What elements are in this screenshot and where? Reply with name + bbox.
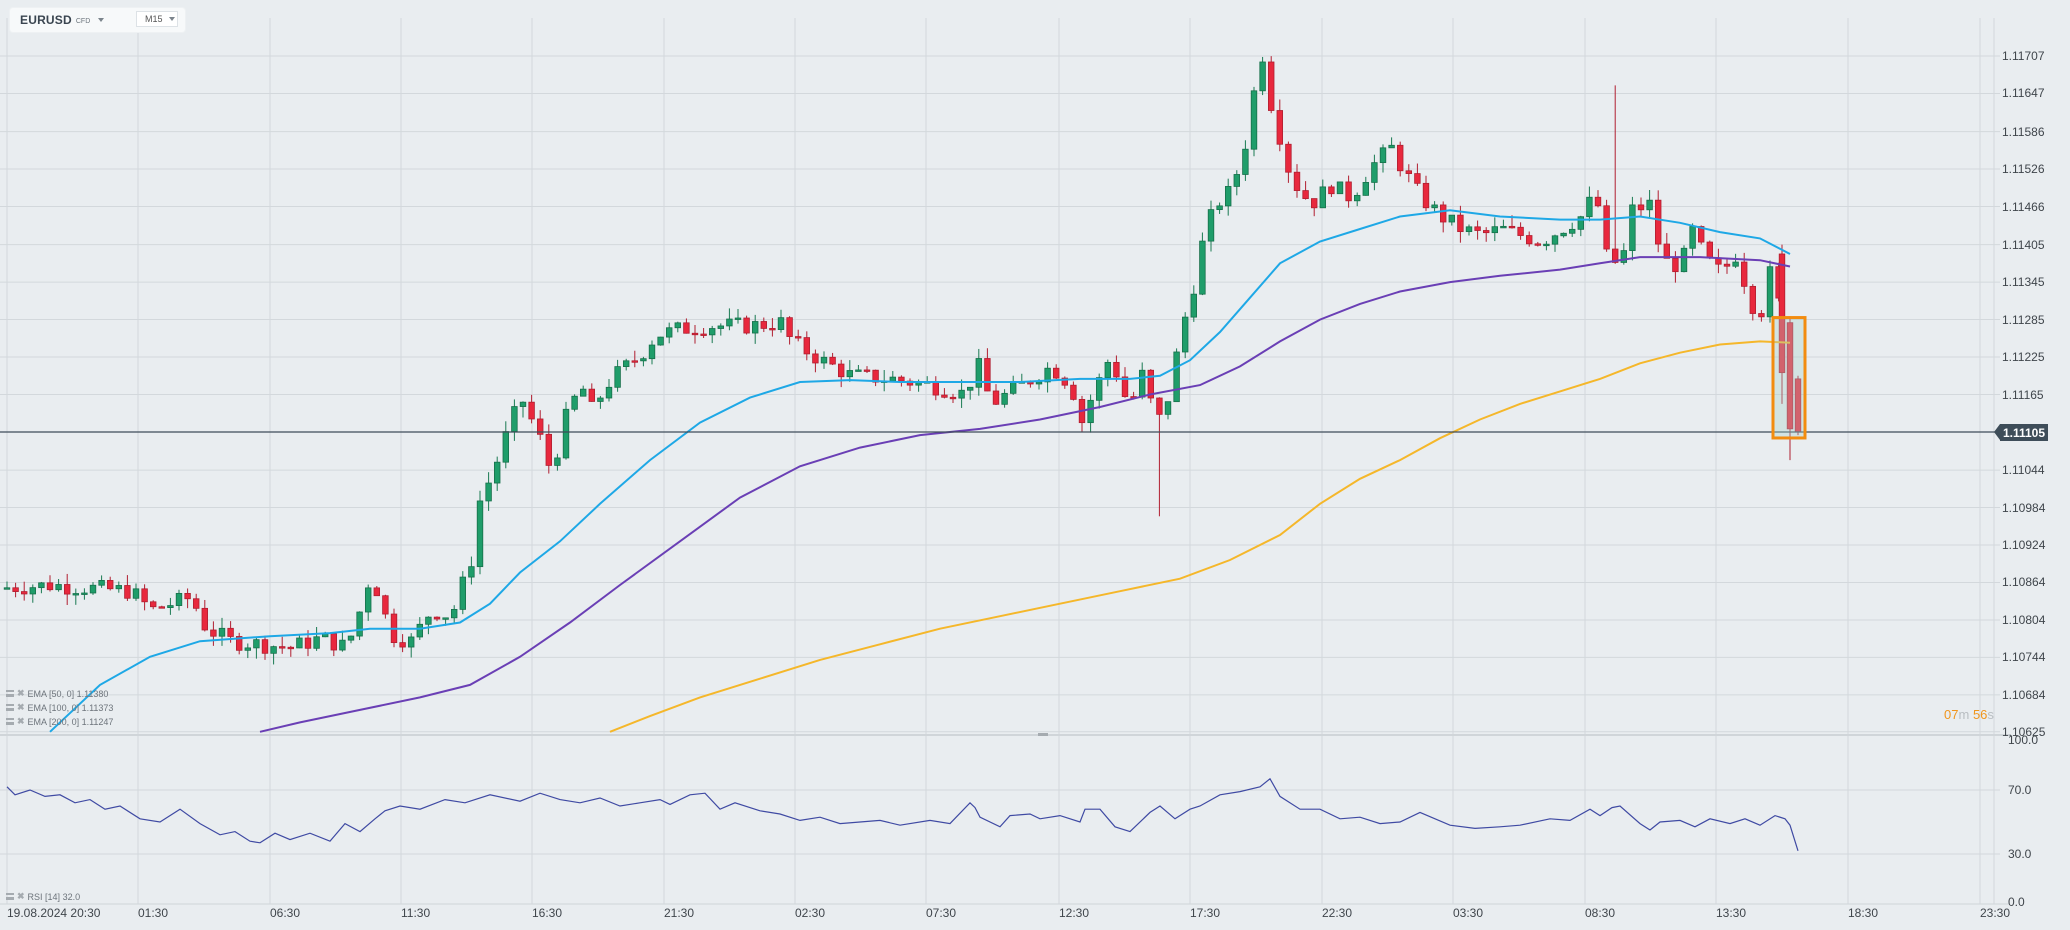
countdown-seconds: 56	[1972, 707, 1988, 722]
price-tick-label: 1.10684	[2002, 687, 2046, 702]
time-tick-label: 02:30	[795, 906, 826, 920]
candle-countdown: 07m 56s	[1944, 707, 1994, 722]
time-tick-label: 11:30	[401, 906, 431, 920]
time-tick-label: 08:30	[1585, 906, 1616, 920]
time-tick-label: 18:30	[1848, 906, 1879, 920]
countdown-minutes-unit: m	[1958, 707, 1970, 722]
legend-ema100: ✖ EMA [100, 0] 1.11373	[6, 702, 113, 713]
legend-ema200: ✖ EMA [200, 0] 1.11247	[6, 716, 113, 727]
close-icon[interactable]: ✖	[17, 702, 25, 712]
price-tick-label: 1.11707	[2002, 49, 2045, 63]
settings-lines-icon[interactable]	[6, 718, 14, 725]
settings-lines-icon[interactable]	[6, 690, 14, 697]
price-tick-label: 1.11647	[2002, 86, 2045, 101]
price-tick-label: 1.10864	[2002, 575, 2046, 590]
close-icon[interactable]: ✖	[17, 688, 25, 698]
time-tick-label: 23:30	[1980, 906, 2011, 920]
time-tick-label: 16:30	[532, 906, 563, 920]
time-tick-label: 06:30	[270, 906, 301, 920]
price-tick-label: 1.10924	[2002, 538, 2046, 553]
instrument-type: CFD	[75, 17, 91, 25]
close-icon[interactable]: ✖	[17, 891, 25, 901]
time-tick-label: 12:30	[1059, 906, 1090, 920]
legend-ema200-label: EMA [200, 0] 1.11247	[27, 716, 114, 727]
time-tick-label: 22:30	[1322, 906, 1353, 920]
price-tick-label: 1.11526	[2002, 162, 2045, 177]
settings-lines-icon[interactable]	[6, 893, 14, 900]
legend-rsi-label: RSI [14] 32.0	[27, 891, 81, 902]
countdown-seconds-unit: s	[1987, 707, 1994, 722]
time-tick-label: 17:30	[1190, 906, 1221, 920]
rsi-tick-label: 70.0	[2008, 783, 2032, 797]
legend-rsi: ✖ RSI [14] 32.0	[6, 891, 80, 902]
price-tick-label: 1.11405	[2002, 237, 2045, 252]
legend-ema50: ✖ EMA [50, 0] 1.11380	[6, 688, 108, 699]
time-tick-label: 07:30	[926, 906, 957, 920]
price-tick-label: 1.11345	[2002, 275, 2045, 290]
price-tick-label: 1.11044	[2002, 463, 2045, 478]
rsi-tick-label: 0.0	[2008, 895, 2025, 909]
price-tick-label: 1.10744	[2002, 650, 2046, 665]
chevron-down-icon	[168, 17, 175, 21]
price-tick-label: 1.11225	[2002, 350, 2045, 365]
price-tick-label: 1.10625	[2002, 724, 2046, 739]
chevron-down-icon[interactable]	[98, 18, 105, 22]
countdown-minutes: 07	[1944, 707, 1959, 722]
time-tick-label: 19.08.2024 20:30	[7, 906, 101, 920]
settings-lines-icon[interactable]	[6, 704, 14, 711]
symbol-selector[interactable]: EURUSD CFD M15	[10, 8, 185, 32]
price-tick-label: 1.11285	[2002, 312, 2045, 327]
time-tick-label: 21:30	[664, 906, 695, 920]
timeframe-value: M15	[145, 14, 163, 24]
time-tick-label: 03:30	[1453, 906, 1484, 920]
close-icon[interactable]: ✖	[17, 716, 25, 726]
timeframe-select[interactable]: M15	[136, 11, 178, 27]
price-tick-label: 1.11586	[2002, 124, 2045, 139]
time-tick-label: 01:30	[138, 906, 169, 920]
time-tick-label: 13:30	[1716, 906, 1747, 920]
rsi-tick-label: 30.0	[2008, 847, 2032, 861]
symbol-name: EURUSD	[20, 13, 72, 27]
price-tick-label: 1.11466	[2002, 199, 2045, 214]
current-price-tag: 1.11105	[1994, 424, 2048, 441]
legend-ema50-label: EMA [50, 0] 1.11380	[27, 688, 109, 699]
legend-ema100-label: EMA [100, 0] 1.11373	[27, 702, 114, 713]
rsi-tick-label: 100.0	[2008, 733, 2039, 747]
price-tick-label: 1.11165	[2002, 387, 2044, 402]
price-tick-label: 1.10804	[2002, 612, 2046, 627]
price-tick-label: 1.10984	[2002, 500, 2046, 515]
